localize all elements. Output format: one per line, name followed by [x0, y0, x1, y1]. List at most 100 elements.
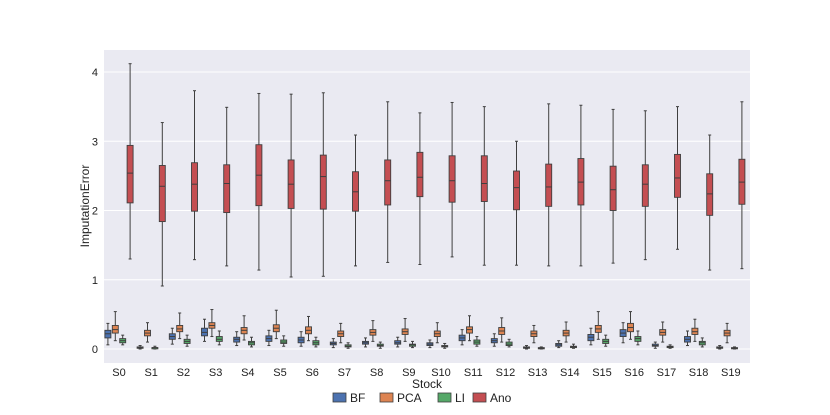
box-ano-s3	[223, 106, 231, 267]
legend: BF PCA LI Ano	[332, 391, 512, 405]
box-li-s2	[183, 334, 191, 347]
box-pca-s17	[659, 321, 667, 343]
x-tick-labels: S0 S1 S2 S3 S4 S5 S6 S7 S8 S9 S10 S11 S12 S13 S14 S15 S1…	[112, 367, 740, 379]
box-iqr	[480, 155, 488, 202]
box-pca-s14	[562, 321, 570, 343]
box-bf-s9	[394, 336, 402, 348]
box-pca-s9	[401, 318, 409, 342]
box-ano-s18	[706, 134, 714, 271]
box-ano-s1	[158, 122, 166, 287]
x-tick-label: S0	[112, 367, 125, 379]
box-bf-s6	[297, 331, 305, 347]
x-tick-label: S8	[370, 367, 383, 379]
box-bf-s0	[104, 322, 112, 346]
box-bf-s5	[265, 329, 273, 347]
box-bf-s1	[136, 345, 144, 350]
x-tick-label: S12	[496, 367, 516, 379]
box-iqr	[674, 153, 681, 198]
box-iqr	[384, 159, 392, 206]
x-tick-label: S19	[721, 367, 741, 379]
x-tick-label: S15	[592, 367, 612, 379]
box-bf-s3	[201, 318, 208, 342]
x-tick-label: S1	[144, 367, 157, 379]
x-tick-label: S3	[209, 367, 222, 379]
box-li-s15	[602, 334, 610, 347]
box-li-s4	[248, 336, 255, 348]
box-bf-s19	[716, 345, 724, 350]
x-tick-label: S7	[338, 367, 351, 379]
x-tick-label: S9	[402, 367, 415, 379]
box-iqr	[191, 162, 198, 212]
box-pca-s4	[240, 315, 248, 341]
boxes	[104, 63, 746, 350]
box-li-s0	[119, 334, 127, 346]
box-li-s1	[151, 345, 159, 350]
box-ano-s11	[480, 106, 488, 266]
legend-swatch	[332, 392, 347, 403]
box-li-s9	[409, 340, 416, 349]
legend-item-ano: Ano	[472, 391, 512, 405]
box-li-s18	[698, 337, 706, 348]
legend-swatch	[472, 392, 487, 403]
box-iqr	[545, 163, 553, 207]
box-li-s14	[570, 343, 577, 349]
box-iqr	[513, 170, 520, 211]
box-li-s17	[666, 344, 674, 349]
box-bf-s11	[458, 329, 466, 346]
box-pca-s19	[723, 322, 731, 344]
legend-label: LI	[455, 391, 465, 405]
box-pca-s8	[369, 320, 377, 342]
box-pca-s15	[594, 311, 602, 340]
plot-background	[104, 50, 750, 363]
box-iqr	[223, 164, 231, 214]
box-bf-s8	[362, 337, 369, 348]
box-pca-s16	[627, 311, 634, 340]
box-pca-s11	[466, 315, 473, 342]
box-bf-s2	[168, 327, 176, 345]
y-tick-label: 2	[92, 206, 98, 218]
box-ano-s2	[191, 90, 198, 261]
box-ano-s7	[352, 134, 359, 267]
legend-label: PCA	[397, 391, 422, 405]
box-bf-s12	[490, 333, 498, 347]
box-ano-s5	[287, 93, 295, 278]
box-ano-s17	[674, 106, 681, 250]
legend-item-li: LI	[437, 391, 465, 405]
box-pca-s0	[111, 311, 119, 342]
box-ano-s15	[609, 108, 617, 264]
box-ano-s8	[384, 101, 392, 263]
box-pca-s7	[337, 322, 345, 344]
box-ano-s6	[319, 92, 327, 277]
box-li-s6	[312, 336, 320, 348]
box-li-s5	[280, 335, 288, 347]
box-iqr	[126, 144, 134, 204]
legend-item-pca: PCA	[379, 391, 422, 405]
box-pca-s6	[305, 315, 312, 342]
box-pca-s18	[691, 318, 699, 342]
x-tick-label: S2	[177, 367, 190, 379]
legend-label: BF	[350, 391, 365, 405]
y-tick-label: 3	[92, 136, 98, 148]
box-pca-s2	[176, 312, 184, 340]
box-li-s16	[634, 330, 642, 346]
box-iqr	[609, 165, 617, 211]
x-tick-label: S18	[689, 367, 709, 379]
x-tick-label: S11	[464, 367, 483, 379]
box-bf-s14	[555, 340, 563, 349]
grid-lines	[104, 71, 750, 350]
legend-label: Ano	[490, 391, 512, 405]
box-ano-s19	[738, 101, 746, 270]
box-li-s19	[731, 346, 738, 350]
box-pca-s13	[530, 324, 538, 344]
box-iqr	[319, 154, 327, 210]
box-ano-s10	[448, 101, 456, 258]
y-axis-label: ImputationError	[78, 165, 92, 248]
box-ano-s14	[577, 104, 585, 267]
x-tick-label: S16	[624, 367, 644, 379]
box-pca-s10	[433, 322, 441, 344]
box-li-s7	[344, 342, 352, 349]
box-li-s13	[537, 346, 545, 350]
box-bf-s18	[684, 330, 691, 347]
box-li-s8	[376, 341, 384, 349]
